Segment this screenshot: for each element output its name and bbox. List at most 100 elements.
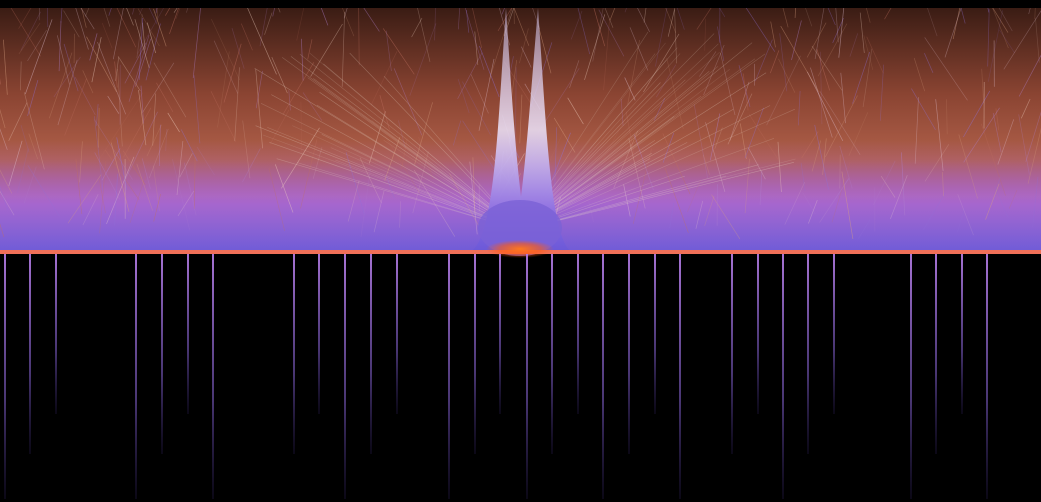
fiber-strand — [183, 162, 197, 216]
vertical-line — [526, 254, 528, 499]
vertical-line — [344, 254, 346, 499]
fiber-ray — [519, 69, 730, 231]
fiber-ray — [282, 57, 521, 231]
fiber-strand — [784, 181, 806, 225]
fiber-strand — [806, 71, 844, 142]
fiber-strand — [412, 151, 429, 214]
fiber-strand — [310, 23, 343, 77]
fiber-strand — [479, 45, 500, 98]
fiber-strand — [105, 149, 140, 200]
fiber-strand — [165, 128, 168, 152]
fiber-strand — [995, 108, 1000, 131]
fiber-strand — [822, 138, 827, 175]
fiber-strand — [255, 70, 263, 109]
fiber-strand — [457, 52, 483, 99]
fiber-strand — [553, 117, 576, 153]
fiber-strand — [515, 131, 519, 167]
fiber-strand — [633, 134, 654, 191]
fiber-strand — [193, 75, 201, 144]
fiber-strand — [107, 95, 120, 114]
fiber-strand — [852, 51, 871, 104]
fiber-strand — [153, 62, 187, 118]
fiber-strand — [808, 199, 818, 224]
fiber-strand — [655, 1, 669, 67]
vertical-line — [212, 254, 214, 499]
fiber-strand — [832, 17, 844, 44]
vertical-line — [370, 254, 372, 454]
fiber-ray — [276, 158, 521, 231]
central-peak-left — [470, 8, 530, 252]
fiber-strand — [382, 28, 415, 75]
fiber-strand — [797, 90, 801, 126]
fiber-strand — [244, 1, 277, 75]
fiber-strand — [664, 167, 689, 233]
fiber-ray — [519, 58, 756, 231]
fiber-strand — [452, 120, 462, 146]
fiber-ray — [519, 108, 796, 231]
fiber-strand — [128, 34, 150, 102]
fiber-strand — [57, 59, 78, 126]
fiber-strand — [819, 91, 861, 155]
fiber-strand — [913, 57, 926, 92]
fiber-strand — [370, 51, 398, 106]
fiber-strand — [300, 101, 303, 155]
fiber-strand — [317, 0, 329, 26]
fiber-strand — [122, 150, 146, 186]
fiber-strand — [75, 0, 95, 30]
fiber-strand — [1018, 114, 1030, 175]
fiber-strand — [169, 3, 181, 35]
center-dark-notch — [400, 0, 640, 178]
fiber-strand — [1028, 0, 1033, 15]
fiber-strand — [466, 9, 470, 33]
fiber-strand — [628, 138, 646, 209]
fiber-strand — [497, 0, 517, 32]
fiber-strand — [462, 120, 500, 178]
fiber-strand — [841, 171, 854, 240]
fiber-strand — [101, 22, 113, 49]
fiber-strand — [79, 141, 83, 183]
fiber-strand — [307, 39, 313, 60]
fiber-strand — [409, 23, 437, 96]
fiber-strand — [136, 14, 143, 59]
fiber-strand — [814, 124, 829, 190]
fiber-strand — [806, 22, 827, 58]
fiber-strand — [633, 0, 650, 33]
fiber-strand — [379, 95, 390, 130]
fiber-strand — [519, 28, 529, 64]
fiber-strand — [704, 18, 707, 51]
fiber-strand — [462, 81, 492, 136]
fiber-strand — [872, 160, 896, 206]
fiber-strand — [575, 0, 591, 55]
fiber-strand — [398, 120, 406, 147]
fiber-strand — [213, 40, 239, 94]
fiber-strand — [457, 78, 470, 114]
fiber-strand — [358, 1, 360, 66]
fiber-strand — [124, 42, 147, 84]
fiber-strand — [401, 138, 408, 170]
fiber-ray — [519, 72, 767, 231]
fiber-strand — [0, 223, 5, 238]
fiber-strand — [584, 14, 606, 81]
fiber-strand — [141, 158, 151, 189]
fiber-strand — [138, 89, 147, 146]
fiber-strand — [840, 72, 846, 124]
fiber-strand — [234, 67, 240, 142]
vertical-line — [757, 254, 759, 414]
fiber-strand — [669, 202, 675, 229]
fiber-strand — [274, 164, 294, 213]
fiber-ray — [262, 134, 521, 231]
fiber-strand — [687, 180, 701, 213]
fiber-strand — [53, 56, 81, 98]
fiber-strand — [97, 41, 127, 115]
fiber-strand — [359, 157, 382, 204]
fiber-strand — [802, 192, 816, 215]
fiber-strand — [99, 161, 107, 234]
fiber-strand — [96, 104, 99, 126]
fiber-strand — [643, 33, 680, 93]
fiber-strand — [282, 62, 315, 115]
fiber-strand — [779, 33, 788, 92]
fiber-strand — [942, 172, 944, 197]
vertical-line — [602, 254, 604, 499]
fiber-strand — [866, 36, 884, 74]
fiber-strand — [302, 92, 323, 121]
